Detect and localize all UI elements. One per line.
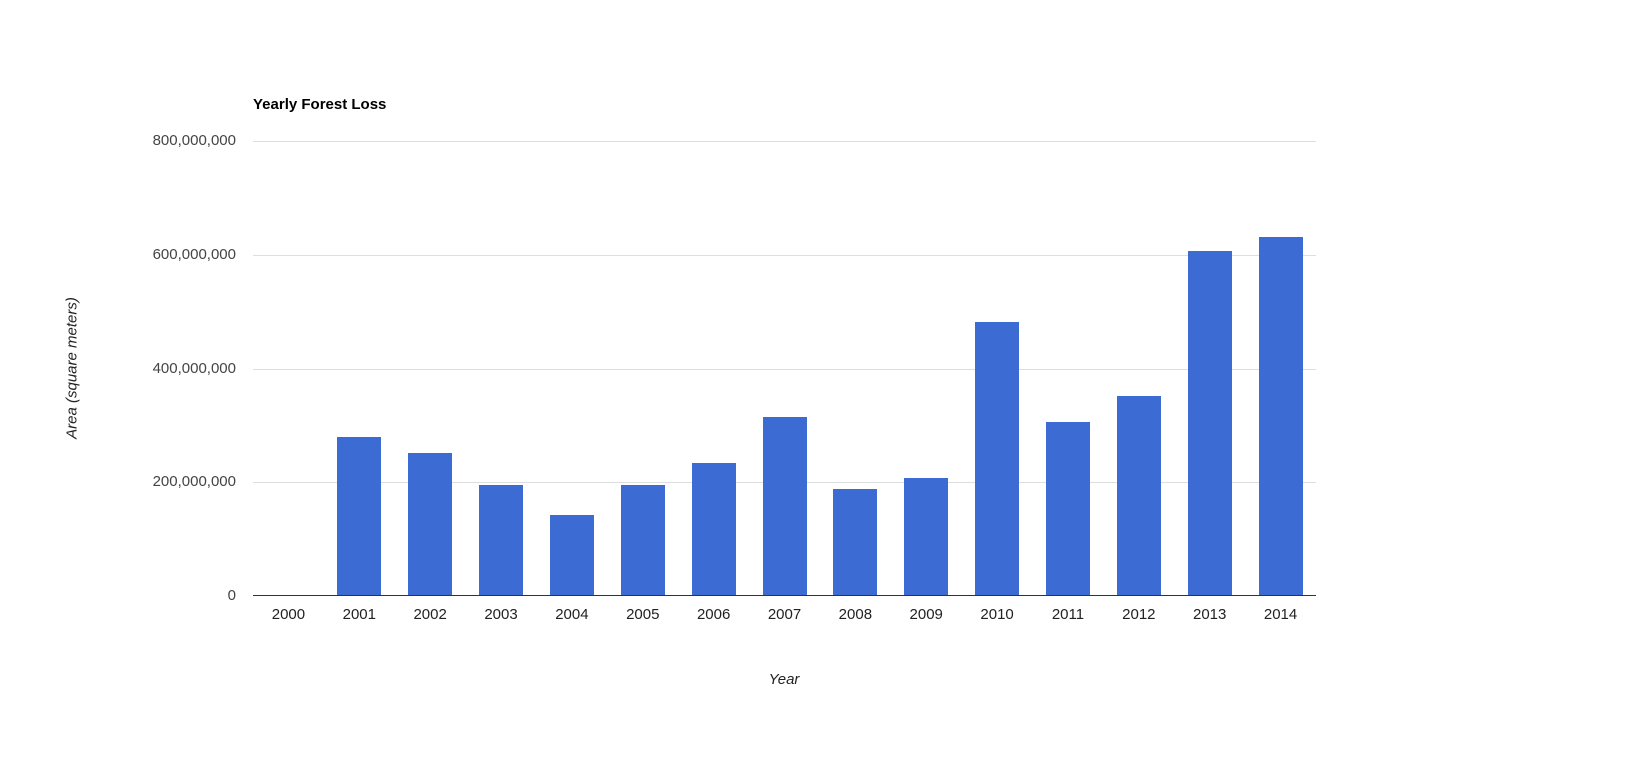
x-tick-label: 2000 — [271, 606, 306, 623]
x-tick-label: 2004 — [555, 606, 589, 623]
x-tick-label: 2013 — [1193, 606, 1227, 623]
x-tick-label: 2014 — [1263, 606, 1298, 623]
x-tick-label: 2001 — [342, 606, 376, 623]
bar-2004[interactable] — [549, 514, 594, 596]
bar-2009[interactable] — [904, 478, 949, 596]
x-axis-baseline — [253, 595, 1316, 596]
x-tick-label: 2012 — [1122, 606, 1156, 623]
gridline — [253, 368, 1316, 370]
x-tick-label: 2008 — [838, 606, 873, 623]
x-tick-label: 2009 — [909, 606, 943, 623]
x-tick-label: 2005 — [626, 606, 660, 623]
x-tick-label: 2011 — [1051, 606, 1085, 623]
gridline — [253, 141, 1316, 142]
bar-2013[interactable] — [1187, 250, 1232, 596]
plot-area — [253, 141, 1316, 596]
bar-2008[interactable] — [833, 489, 878, 596]
y-tick-label: 600,000,000 — [152, 245, 236, 263]
y-tick-label: 400,000,000 — [152, 359, 236, 377]
bar-2007[interactable] — [762, 417, 807, 596]
bar-2014[interactable] — [1258, 237, 1303, 596]
bar-2011[interactable] — [1045, 421, 1090, 596]
bar-2002[interactable] — [408, 453, 453, 596]
x-tick-label: 2002 — [413, 606, 447, 623]
bar-2006[interactable] — [691, 463, 736, 596]
bar-2001[interactable] — [337, 436, 382, 596]
x-tick-label: 2003 — [484, 606, 518, 623]
bar-2003[interactable] — [479, 484, 524, 596]
bar-2005[interactable] — [620, 484, 665, 596]
y-tick-label: 800,000,000 — [152, 132, 236, 149]
chart-title: Yearly Forest Loss — [253, 96, 387, 113]
y-tick-label: 200,000,000 — [152, 473, 236, 491]
gridline — [253, 254, 1316, 256]
x-tick-label: 2010 — [980, 606, 1014, 623]
bar-2012[interactable] — [1116, 395, 1161, 596]
x-tick-label: 2007 — [767, 606, 802, 623]
y-tick-label: 0 — [227, 587, 236, 604]
x-tick-label: 2006 — [696, 606, 731, 623]
bar-2010[interactable] — [975, 321, 1020, 596]
x-axis-title: Year — [768, 671, 800, 688]
